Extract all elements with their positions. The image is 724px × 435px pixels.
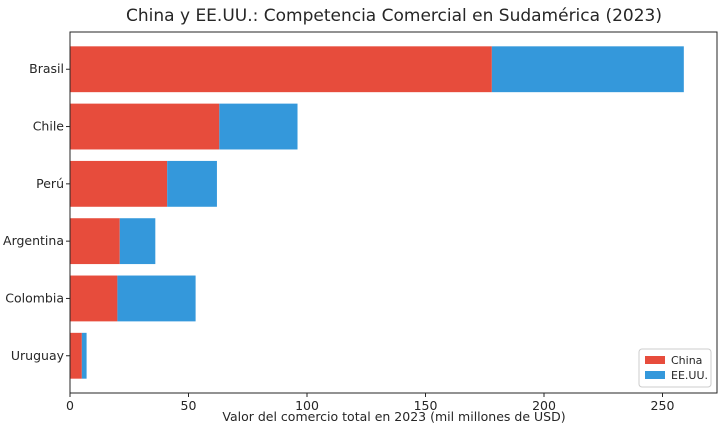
bar-eeuu-5 [81, 332, 87, 379]
bar-china-4 [70, 275, 118, 322]
legend-label-china: China [671, 354, 702, 367]
x-tick-label: 250 [651, 398, 675, 413]
x-tick-label: 150 [414, 398, 438, 413]
ticks-layer: Brasil Chile Perú Argentina Colombia Uruguay 0… [3, 61, 674, 413]
chart-title: China y EE.UU.: Competencia Comercial en… [126, 6, 662, 26]
bar-china-3 [70, 218, 120, 265]
axes-layer [69, 31, 718, 394]
x-tick-label: 0 [66, 398, 74, 413]
bar-china-2 [70, 160, 168, 207]
y-tick-label: Brasil [29, 61, 64, 76]
bar-eeuu-3 [119, 218, 156, 265]
bar-eeuu-4 [117, 275, 196, 322]
x-tick-label: 50 [181, 398, 197, 413]
legend-swatch-eeuu [645, 371, 665, 379]
bar-china-0 [70, 46, 492, 93]
y-tick-label: Colombia [5, 290, 64, 305]
legend-swatch-china [645, 356, 665, 364]
bar-eeuu-2 [167, 160, 217, 207]
bar-china-1 [70, 103, 220, 150]
y-tick-label: Uruguay [11, 348, 65, 363]
x-tick-label: 200 [532, 398, 556, 413]
y-tick-label: Perú [36, 176, 64, 191]
bar-china-5 [70, 332, 82, 379]
y-tick-label: Chile [33, 119, 65, 134]
legend: China EE.UU. [638, 348, 712, 388]
plot-frame [69, 31, 718, 394]
y-tick-label: Argentina [3, 233, 64, 248]
bar-eeuu-0 [491, 46, 684, 93]
bar-eeuu-1 [219, 103, 298, 150]
x-axis-label: Valor del comercio total en 2023 (mil mi… [222, 409, 565, 424]
x-tick-label: 100 [295, 398, 319, 413]
legend-label-eeuu: EE.UU. [671, 369, 708, 382]
bars-layer [70, 46, 684, 379]
